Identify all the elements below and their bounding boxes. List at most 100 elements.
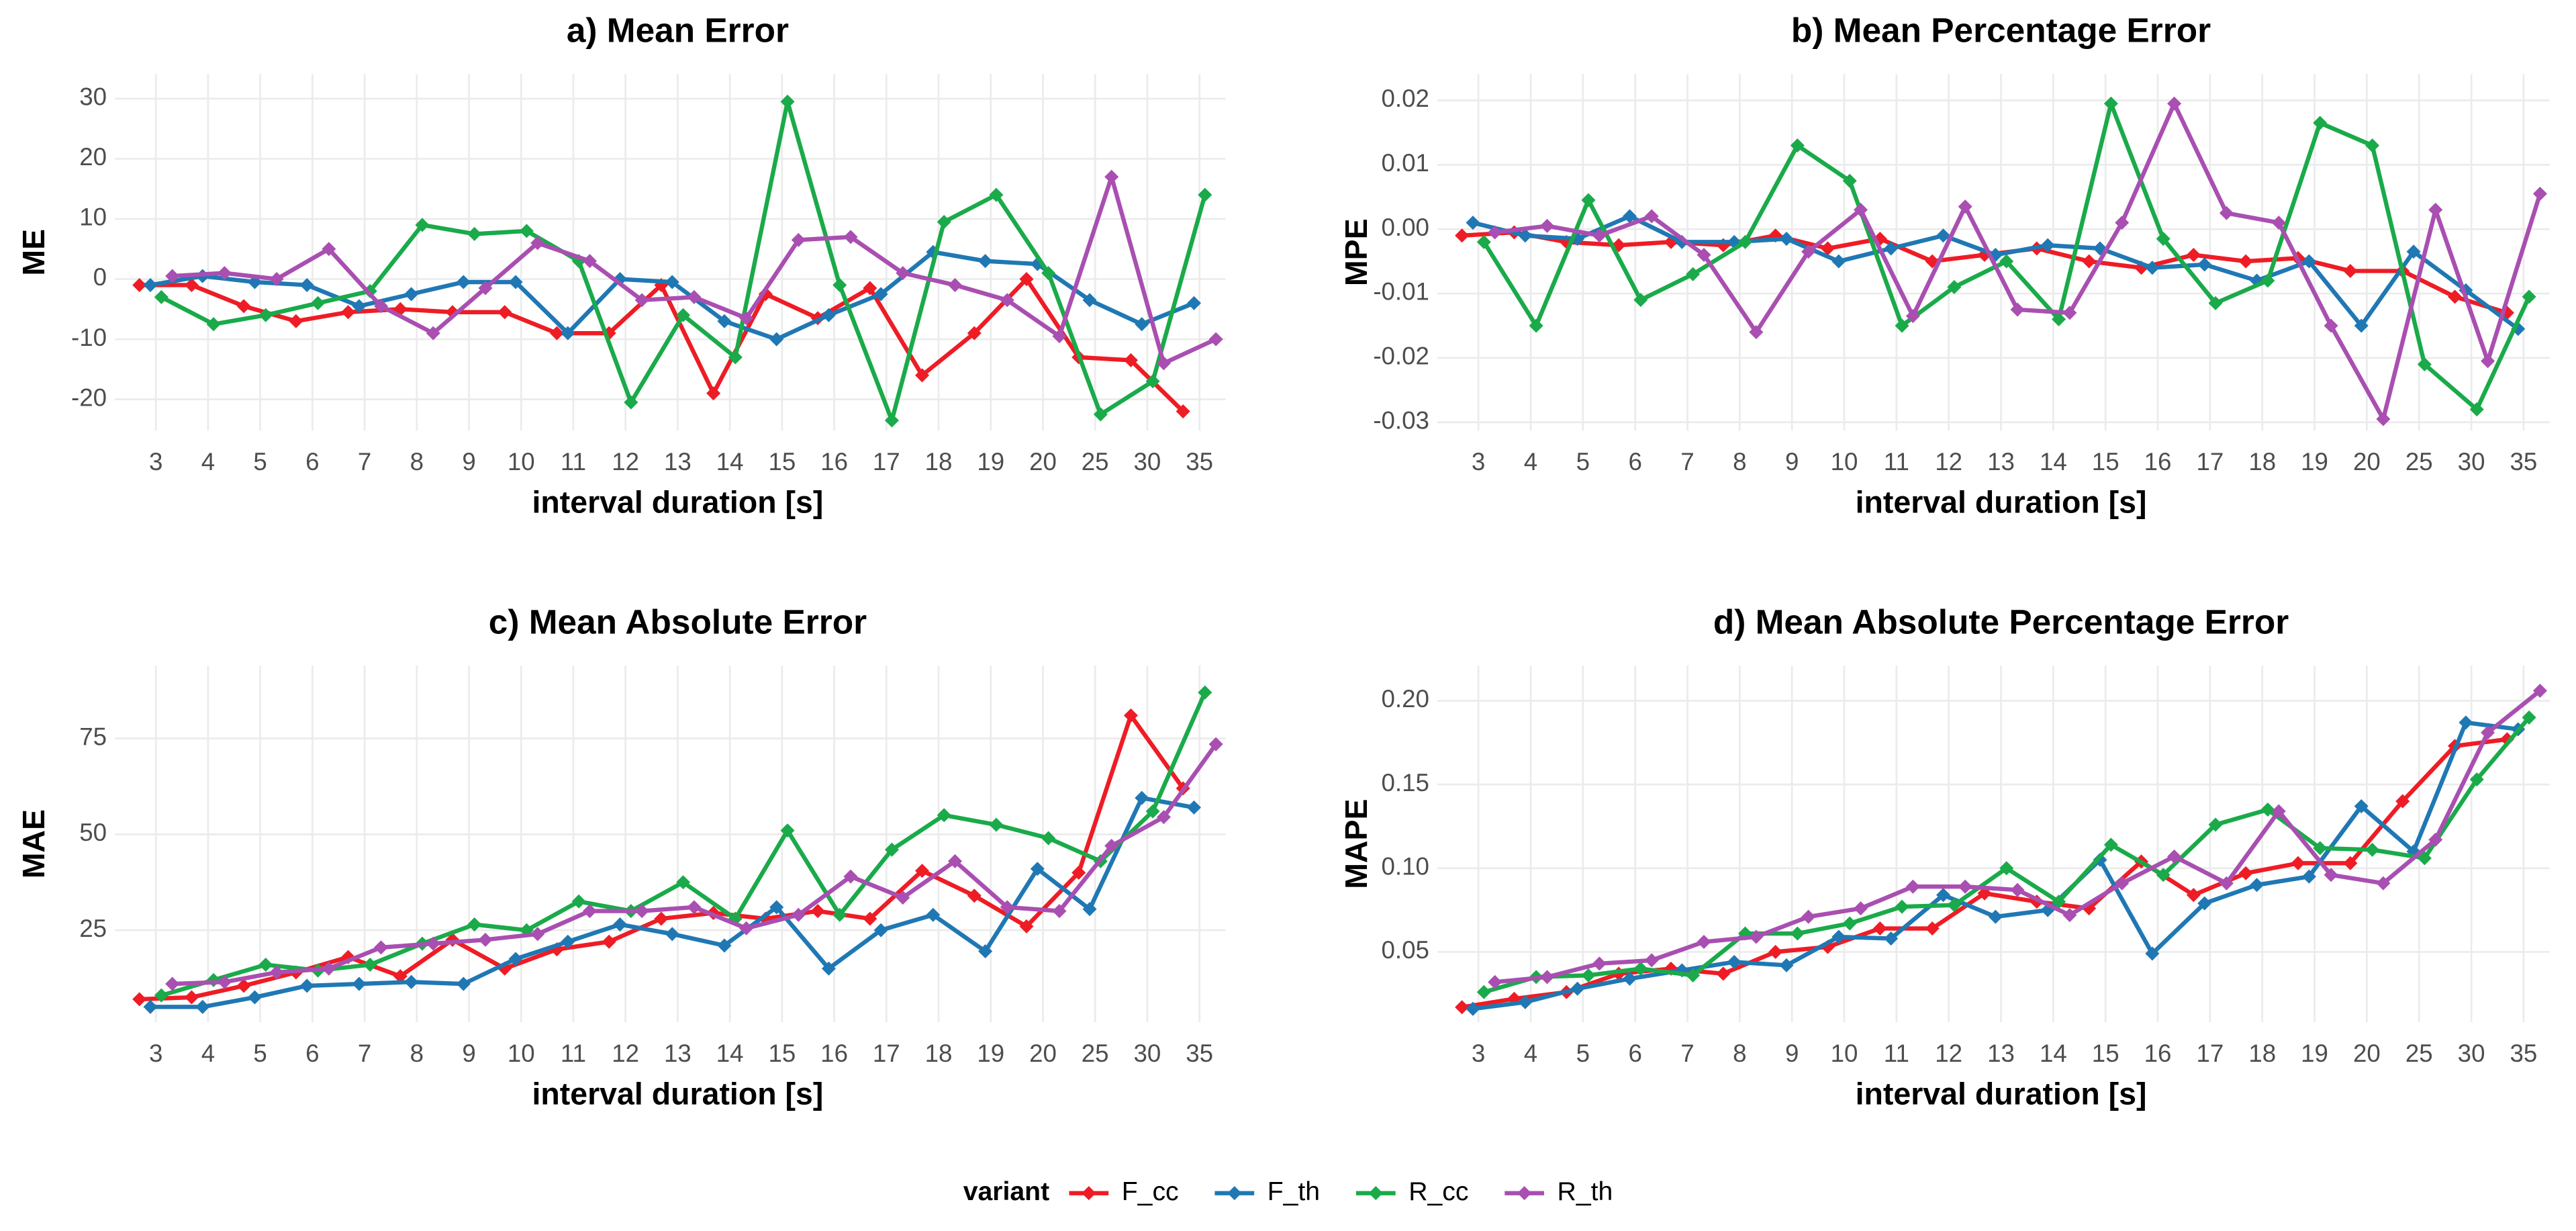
point (2208, 295, 2223, 310)
point (1093, 407, 1108, 422)
x-tick-label: 19 (2301, 1040, 2328, 1067)
point (1958, 199, 1972, 214)
point (2052, 895, 2066, 909)
point (2469, 772, 2484, 787)
point (456, 275, 471, 289)
point (1592, 956, 1607, 971)
point (1082, 902, 1097, 917)
x-tick-label: 10 (1831, 1040, 1858, 1067)
x-tick-label: 19 (2301, 448, 2328, 475)
x-tick-label: 7 (358, 448, 371, 475)
point (2010, 882, 2025, 897)
x-tick-label: 25 (1082, 448, 1109, 475)
point (1071, 865, 1086, 880)
y-tick-label: 0.10 (1382, 852, 1429, 880)
point (269, 272, 284, 287)
point (1019, 272, 1034, 287)
point (2365, 138, 2380, 153)
point (1644, 209, 1659, 224)
point (530, 236, 545, 250)
x-tick-label: 3 (149, 1040, 162, 1067)
point (780, 823, 795, 838)
x-tick-label: 20 (1029, 1040, 1057, 1067)
y-tick-label: 0.20 (1382, 685, 1429, 713)
point (132, 277, 147, 293)
x-tick-label: 18 (2248, 448, 2276, 475)
point (2134, 261, 2149, 275)
x-tick-label: 16 (820, 448, 848, 475)
point (154, 988, 169, 1003)
point (1936, 228, 1951, 243)
legend-label: R_th (1558, 1177, 1613, 1206)
point (1156, 810, 1171, 825)
point (2186, 248, 2201, 263)
point (310, 295, 326, 310)
point (415, 218, 430, 232)
point (1030, 862, 1045, 876)
x-tick-label: 5 (1576, 448, 1590, 475)
point (2260, 803, 2275, 817)
point (706, 386, 721, 401)
point (1686, 267, 1701, 281)
x-tick-label: 20 (2353, 1040, 2381, 1067)
point (1831, 929, 1846, 944)
point (2301, 254, 2316, 269)
legend-label: F_th (1268, 1177, 1320, 1206)
point (2459, 715, 2473, 730)
y-axis-title: MAPE (1339, 799, 1374, 888)
point (1633, 293, 1648, 308)
point (1041, 831, 1056, 846)
x-axis-title: interval duration [s] (1856, 1077, 2147, 1111)
point (1884, 241, 1899, 256)
point (915, 368, 930, 383)
legend-label: R_cc (1409, 1177, 1468, 1206)
point (247, 990, 262, 1005)
point (676, 875, 691, 890)
x-tick-label: 30 (2458, 1040, 2485, 1067)
x-tick-label: 6 (305, 1040, 319, 1067)
point (456, 976, 471, 991)
point (1999, 861, 2014, 876)
point (1697, 248, 1711, 263)
point (884, 842, 899, 857)
x-tick-label: 16 (820, 1040, 848, 1067)
point (478, 281, 493, 295)
point (2145, 261, 2160, 275)
point (967, 326, 982, 340)
point (2428, 202, 2443, 217)
point (1936, 888, 1951, 903)
y-axis-title: ME (16, 229, 51, 276)
point (508, 275, 523, 289)
point (1895, 318, 1909, 333)
point (1476, 985, 1491, 999)
point (1019, 919, 1034, 933)
x-tick-label: 19 (977, 448, 1004, 475)
x-tick-label: 14 (2040, 1040, 2067, 1067)
x-tick-label: 15 (2092, 1040, 2119, 1067)
point (613, 917, 628, 932)
point (1135, 790, 1149, 805)
y-tick-label: 0.00 (1382, 214, 1429, 241)
point (937, 808, 951, 823)
point (1947, 279, 1962, 294)
point (289, 314, 303, 328)
point (1529, 318, 1543, 333)
point (299, 277, 314, 293)
point (739, 311, 754, 326)
x-tick-label: 13 (664, 1040, 691, 1067)
x-tick-label: 20 (1029, 448, 1057, 475)
point (739, 921, 754, 936)
point (1831, 254, 1846, 269)
y-tick-label: 75 (79, 723, 107, 750)
y-tick-label: -10 (71, 324, 107, 351)
x-tick-label: 12 (1935, 1040, 1962, 1067)
x-tick-label: 4 (1524, 448, 1537, 475)
point (1884, 931, 1899, 946)
point (1000, 293, 1014, 308)
point (2417, 357, 2432, 372)
point (1622, 209, 1637, 224)
point (236, 299, 251, 314)
point (1455, 228, 1470, 243)
point (2167, 849, 2182, 864)
x-tick-label: 5 (253, 448, 267, 475)
